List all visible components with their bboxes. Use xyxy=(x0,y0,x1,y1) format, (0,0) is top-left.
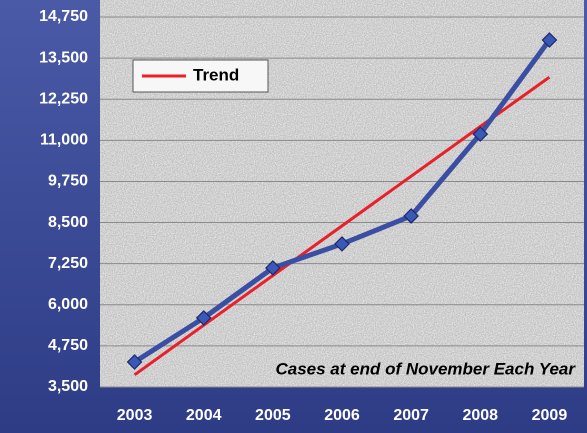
y-tick-label: 13,500 xyxy=(39,49,88,66)
grid xyxy=(100,16,584,388)
legend-label: Trend xyxy=(193,65,239,84)
y-tick-label: 14,750 xyxy=(39,8,88,25)
y-tick-label: 11,000 xyxy=(40,132,88,149)
data-marker xyxy=(403,208,419,224)
x-tick-label: 2009 xyxy=(532,407,568,424)
x-tick-label: 2008 xyxy=(462,407,498,424)
y-tick-label: 4,750 xyxy=(48,337,88,354)
y-tick-label: 12,250 xyxy=(39,90,88,107)
data-marker xyxy=(195,310,212,326)
data-marker xyxy=(334,236,350,252)
data-marker xyxy=(472,126,489,142)
y-tick-label: 9,750 xyxy=(48,173,88,190)
y-tick-label: 3,500 xyxy=(48,378,88,395)
x-tick-label: 2005 xyxy=(255,407,291,424)
y-tick-label: 8,500 xyxy=(48,214,88,231)
x-tick-label: 2004 xyxy=(186,407,222,424)
x-tick-label: 2006 xyxy=(324,407,360,424)
annotation: Cases at end of November Each Year xyxy=(275,359,576,378)
y-tick-label: 6,000 xyxy=(48,296,88,313)
data-marker xyxy=(541,32,558,48)
x-tick-label: 2007 xyxy=(393,407,429,424)
x-tick-label: 2003 xyxy=(117,407,153,424)
marks xyxy=(126,32,558,377)
data-marker xyxy=(265,260,281,276)
legend: Trend xyxy=(132,59,269,93)
data-marker xyxy=(126,354,143,370)
y-tick-label: 7,250 xyxy=(48,255,88,272)
